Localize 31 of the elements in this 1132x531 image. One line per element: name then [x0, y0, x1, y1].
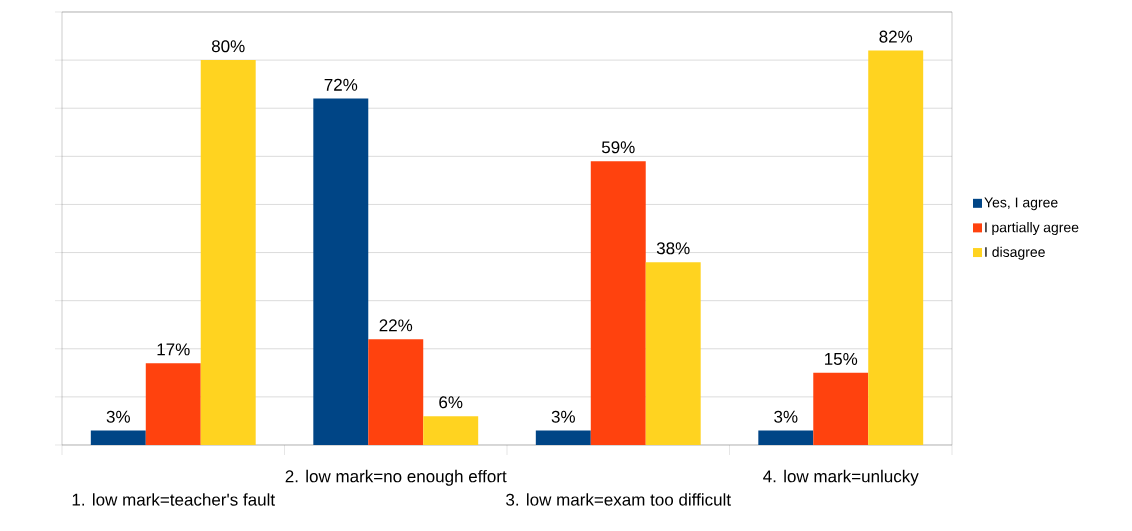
- bar: [645, 262, 701, 445]
- data-label: 82%: [879, 30, 913, 43]
- data-label: 80%: [211, 40, 245, 53]
- bar: [868, 50, 924, 445]
- bar: [313, 98, 369, 445]
- bar: [368, 339, 424, 445]
- bar: [145, 363, 201, 445]
- data-label: 17%: [157, 343, 190, 356]
- data-label: 3%: [551, 410, 575, 423]
- bar: [423, 416, 479, 445]
- data-label: 15%: [825, 353, 858, 365]
- data-label: 6%: [439, 396, 463, 409]
- x-tick-label: 2. low mark=no enough effort: [285, 469, 507, 486]
- legend-label: I partially agree: [985, 222, 1079, 236]
- x-tick-label: 3. low mark=exam too difficult: [506, 493, 731, 506]
- data-label: 72%: [324, 78, 358, 91]
- bar: [535, 430, 591, 445]
- legend-label: I disagree: [985, 246, 1045, 260]
- data-label: 3%: [774, 410, 798, 423]
- bar: [590, 161, 646, 445]
- bar: [813, 372, 869, 445]
- bar: [200, 60, 256, 445]
- data-label: 59%: [601, 141, 635, 154]
- bar: [758, 430, 814, 445]
- data-label: 22%: [379, 319, 413, 332]
- data-label: 38%: [656, 242, 690, 255]
- bar: [90, 430, 146, 445]
- x-tick-label: 1. low mark=teacher's fault: [72, 493, 275, 506]
- x-tick-label: 4. low mark=unlucky: [763, 469, 919, 486]
- data-label: 3%: [106, 410, 130, 423]
- legend-label: Yes, I agree: [984, 197, 1058, 211]
